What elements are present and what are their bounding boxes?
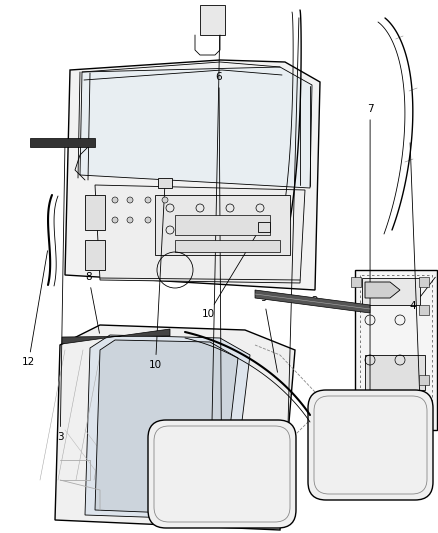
Polygon shape (175, 240, 280, 252)
Polygon shape (200, 5, 225, 35)
Polygon shape (85, 240, 105, 270)
Circle shape (127, 217, 133, 223)
Text: 8: 8 (85, 272, 99, 333)
Text: 10: 10 (201, 229, 260, 319)
FancyBboxPatch shape (351, 277, 361, 287)
Polygon shape (55, 325, 295, 530)
Polygon shape (95, 185, 305, 283)
Circle shape (112, 217, 118, 223)
FancyBboxPatch shape (148, 420, 296, 528)
Text: 10: 10 (149, 186, 165, 370)
FancyBboxPatch shape (419, 375, 429, 385)
Text: 3: 3 (57, 144, 65, 442)
Polygon shape (255, 290, 370, 313)
Polygon shape (365, 282, 400, 298)
Text: 5: 5 (283, 18, 299, 511)
Polygon shape (362, 278, 420, 305)
Circle shape (112, 197, 118, 203)
Polygon shape (65, 60, 320, 290)
Polygon shape (85, 195, 105, 230)
Text: 7: 7 (367, 104, 374, 447)
Text: 1: 1 (410, 143, 425, 450)
FancyBboxPatch shape (308, 390, 433, 500)
Text: 12: 12 (22, 251, 48, 367)
Text: 2: 2 (311, 296, 318, 306)
Polygon shape (62, 329, 170, 344)
Polygon shape (258, 222, 270, 232)
Circle shape (145, 217, 151, 223)
Text: 4: 4 (410, 277, 435, 311)
Text: 10: 10 (204, 23, 220, 515)
Text: 9: 9 (261, 294, 278, 372)
Polygon shape (175, 215, 270, 235)
FancyBboxPatch shape (419, 415, 429, 425)
Polygon shape (30, 138, 95, 147)
Polygon shape (155, 195, 290, 255)
Circle shape (162, 197, 168, 203)
Polygon shape (365, 355, 425, 390)
Text: 6: 6 (215, 72, 223, 527)
FancyBboxPatch shape (351, 415, 361, 425)
Circle shape (145, 197, 151, 203)
Polygon shape (85, 335, 250, 520)
Polygon shape (95, 340, 238, 515)
Polygon shape (80, 67, 312, 188)
FancyBboxPatch shape (419, 277, 429, 287)
Circle shape (127, 197, 133, 203)
Polygon shape (355, 270, 437, 430)
FancyBboxPatch shape (419, 305, 429, 315)
Polygon shape (158, 178, 172, 188)
